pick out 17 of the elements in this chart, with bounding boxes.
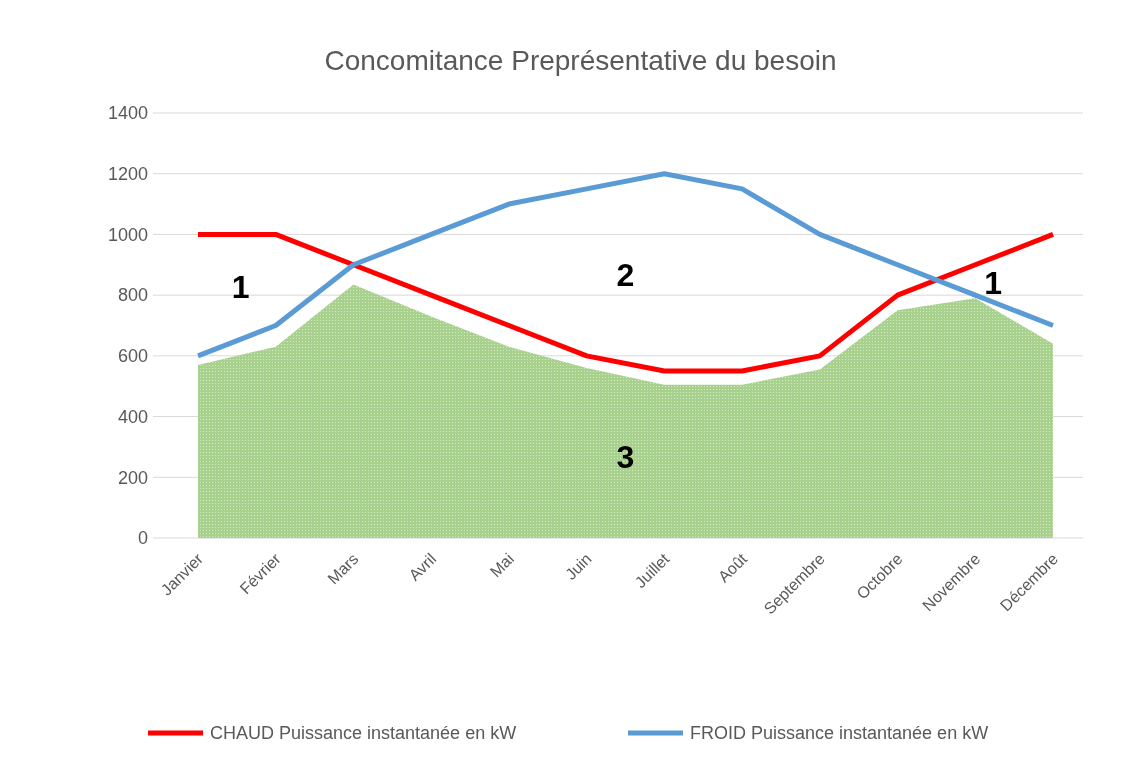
y-tick-label: 1200 — [107, 164, 148, 185]
annotation: 1 — [984, 265, 1003, 302]
y-tick-label: 1400 — [107, 103, 148, 124]
legend-label: CHAUD Puissance instantanée en kW — [210, 723, 517, 744]
y-tick-label: 400 — [117, 406, 148, 427]
y-tick-label: 200 — [117, 467, 148, 488]
y-tick-label: 1000 — [107, 224, 148, 245]
annotation: 3 — [616, 439, 635, 476]
y-tick-label: 800 — [117, 285, 148, 306]
chart-title: Concomitance Preprésentative du besoin — [324, 45, 837, 76]
annotation: 2 — [616, 256, 635, 293]
legend-label: FROID Puissance instantanée en kW — [690, 723, 989, 744]
x-tick-label: Mai — [486, 550, 518, 581]
x-tick-label: Juin — [561, 550, 595, 583]
annotation: 1 — [231, 269, 250, 306]
y-tick-label: 0 — [137, 528, 148, 549]
y-tick-label: 600 — [117, 346, 148, 367]
